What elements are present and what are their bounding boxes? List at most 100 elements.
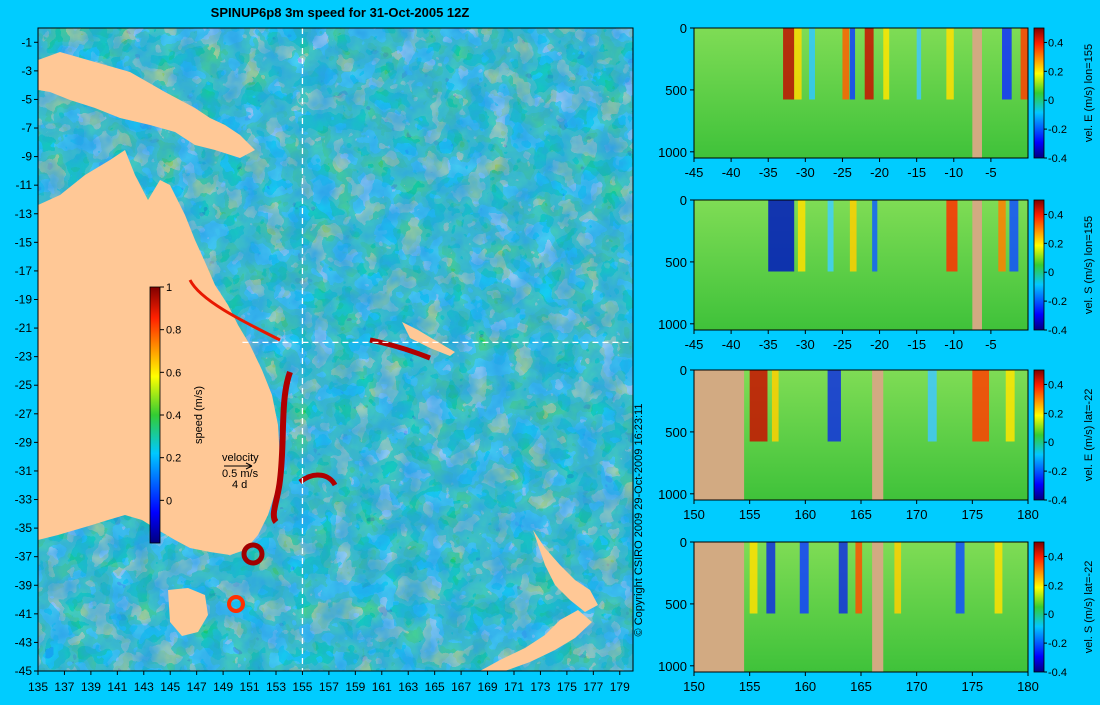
section-velocity-band: [994, 542, 1003, 614]
map-x-ticks: 135 137 139 141 143 145 147 149 151 153 155 157 159 1…: [28, 671, 630, 694]
map-plot-area: [37, 27, 634, 672]
section-velocity-band: [827, 200, 834, 272]
section-velocity-band: [872, 200, 878, 272]
map-y-tick-label: -31: [15, 464, 33, 478]
speed-colorbar-tick-label: 0.4: [166, 410, 181, 422]
map-y-tick-label: -3: [21, 64, 32, 78]
speed-colorbar-ticks: 0 0.2 0.4 0.6 0.8 1: [160, 282, 181, 507]
section-x-tick-label: -5: [985, 165, 997, 180]
section-velocity-band: [955, 542, 965, 614]
section-colorbar: [1033, 199, 1045, 331]
section-x-tick-label: -45: [685, 165, 704, 180]
section-x-tick-label: -20: [870, 165, 889, 180]
section-velocity-band: [809, 28, 815, 100]
section-x-tick-label: -15: [907, 165, 926, 180]
map-x-tick-label: 149: [213, 680, 233, 694]
section-y-tick-label: 500: [665, 597, 687, 612]
map-x-tick-label: 175: [557, 680, 577, 694]
map-y-tick-label: -13: [15, 207, 33, 221]
map-y-tick-label: -19: [15, 292, 33, 306]
section-velocity-band: [749, 542, 758, 614]
map-y-tick-label: -37: [15, 550, 33, 564]
section-velocity-band: [827, 370, 841, 442]
velocity-key: velocity 0.5 m/s 4 d: [222, 452, 259, 491]
map-x-tick-label: 139: [81, 680, 101, 694]
section-x-tick-label: -30: [796, 165, 815, 180]
section-velocity-band: [1005, 370, 1015, 442]
section-velocity-band: [849, 200, 857, 272]
section-x-tick-label: 160: [794, 507, 816, 522]
speed-colorbar: 0 0.2 0.4 0.6 0.8 1 speed (m/s): [149, 282, 205, 544]
section-colorbar-tick-label: 0: [1048, 437, 1054, 449]
map-x-tick-label: 135: [28, 680, 48, 694]
section-velocity-band: [946, 200, 958, 272]
section-velocity-band: [766, 542, 776, 614]
land-new-caledonia: [402, 322, 455, 356]
section-x-tick-label: 165: [850, 507, 872, 522]
coral-sea-jet: [369, 337, 431, 361]
section-colorbar-label: vel. E (m/s) lat=-22: [1083, 389, 1095, 482]
section-x-tick-label: -40: [722, 165, 741, 180]
section-velocity-band: [849, 28, 856, 100]
section-x-tick-label: -25: [833, 337, 852, 352]
section-y-tick-label: 0: [680, 193, 687, 208]
section-y-tick-label: 500: [665, 425, 687, 440]
map-panel: SPINUP6p8 3m speed for 31-Oct-2005 12Z 1…: [15, 5, 645, 694]
section-velocity-band: [749, 370, 768, 442]
section-velocity-band: [771, 370, 779, 442]
speed-colorbar-label: speed (m/s): [193, 386, 205, 444]
section-colorbar-tick-label: -0.4: [1048, 325, 1067, 337]
speed-colorbar-tick-label: 0.8: [166, 325, 181, 337]
section-velocity-band: [855, 542, 863, 614]
section-x-tick-label: 180: [1017, 679, 1039, 694]
section-colorbar-tick-label: 0: [1048, 609, 1054, 621]
section-colorbar-label: vel. S (m/s) lat=-22: [1083, 561, 1095, 654]
section-panel: 150 155 160 165 170 175 180 0 500 1000 0.4 0.2 0 -0.2…: [658, 535, 1095, 694]
speed-colorbar-tick-label: 1: [166, 282, 172, 294]
section-land-mask: [694, 370, 745, 500]
land-tasmania: [168, 588, 208, 636]
map-x-tick-label: 157: [319, 680, 339, 694]
map-x-tick-label: 159: [345, 680, 365, 694]
section-colorbar-label: vel. E (m/s) lon=155: [1083, 44, 1095, 142]
section-colorbar-tick-label: -0.4: [1048, 667, 1067, 679]
section-velocity-band: [927, 370, 937, 442]
section-x-tick-label: 175: [961, 679, 983, 694]
speed-colorbar-tick-label: 0.6: [166, 367, 181, 379]
section-y-tick-label: 0: [680, 535, 687, 550]
velocity-key-duration: 4 d: [232, 479, 247, 491]
section-panels: -45 -40 -35 -30 -25 -20 -15 -10 -5 0 500 1000 0.4 0.2…: [658, 21, 1095, 694]
map-y-tick-label: -17: [15, 264, 33, 278]
section-colorbar-tick-label: 0.4: [1048, 379, 1063, 391]
section-colorbar-tick-label: 0.4: [1048, 209, 1063, 221]
map-y-tick-label: -45: [15, 664, 33, 678]
speed-colorbar-tick-label: 0.2: [166, 453, 181, 465]
section-y-tick-label: 1000: [658, 659, 687, 674]
velocity-key-title: velocity: [222, 452, 259, 464]
map-x-tick-label: 137: [54, 680, 74, 694]
map-y-tick-label: -39: [15, 578, 33, 592]
section-colorbar-tick-label: 0.2: [1048, 238, 1063, 250]
eddy-1: [241, 542, 265, 566]
map-y-tick-label: -11: [16, 178, 33, 192]
map-x-tick-label: 169: [478, 680, 498, 694]
section-x-tick-label: 180: [1017, 507, 1039, 522]
section-colorbar-tick-label: -0.2: [1048, 638, 1067, 650]
section-velocity-band: [894, 542, 902, 614]
map-x-tick-label: 151: [240, 680, 260, 694]
section-colorbar: [1033, 27, 1045, 159]
section-y-tick-label: 0: [680, 21, 687, 36]
map-x-tick-label: 163: [398, 680, 418, 694]
section-y-tick-label: 0: [680, 363, 687, 378]
section-colorbar-tick-label: -0.4: [1048, 153, 1067, 165]
section-x-tick-label: -35: [759, 165, 778, 180]
map-y-tick-label: -27: [15, 407, 33, 421]
section-frame: [693, 199, 1029, 331]
section-velocity-band: [799, 542, 809, 614]
section-colorbar-tick-label: 0.4: [1048, 551, 1063, 563]
section-colorbar-tick-label: -0.2: [1048, 466, 1067, 478]
east-australian-current: [188, 279, 281, 342]
section-x-tick-label: 150: [683, 507, 705, 522]
land-new-guinea: [38, 52, 255, 158]
